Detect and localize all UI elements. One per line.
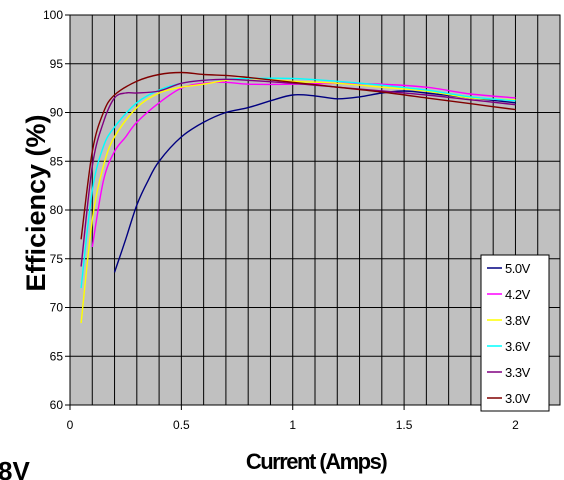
legend-label-0: 5.0V: [505, 261, 531, 276]
x-tick-label: 0.5: [173, 418, 190, 432]
y-tick-label: 90: [50, 106, 64, 120]
series-line-5: [80, 71, 516, 240]
y-tick-label: 100: [43, 8, 63, 22]
series-line-0: [113, 90, 516, 273]
y-tick-label: 85: [50, 154, 64, 168]
x-tick-label: 0: [67, 418, 74, 432]
y-tick-label: 95: [50, 57, 64, 71]
x-axis-ticks: 0 0.5 1 1.5 2: [67, 405, 519, 432]
legend-label-1: 4.2V: [505, 287, 531, 302]
y-tick-label: 65: [50, 349, 64, 363]
y-tick-label: 60: [50, 398, 64, 412]
y-axis-ticks: 60 65 70 75 80 85 90 95 100: [43, 8, 70, 412]
series-line-4: [80, 78, 516, 267]
x-tick-label: 2: [512, 418, 519, 432]
legend-label-3: 3.6V: [505, 339, 531, 354]
corner-fragment-text: 8V: [0, 456, 30, 480]
series-line-2: [80, 77, 516, 324]
y-tick-label: 70: [50, 301, 64, 315]
x-tick-label: 1.5: [396, 418, 413, 432]
y-axis-label: Efficiency (%): [21, 114, 51, 291]
legend-box: [480, 254, 550, 412]
series-lines: [80, 71, 516, 324]
x-tick-label: 1: [289, 418, 296, 432]
legend-label-4: 3.3V: [505, 365, 531, 380]
legend-label-5: 3.0V: [505, 391, 531, 406]
y-tick-label: 80: [50, 203, 64, 217]
y-tick-label: 75: [50, 252, 64, 266]
x-axis-label: Current (Amps): [246, 449, 388, 474]
legend: 5.0V 4.2V 3.8V 3.6V 3.3V 3.0V: [480, 254, 550, 412]
legend-label-2: 3.8V: [505, 313, 531, 328]
